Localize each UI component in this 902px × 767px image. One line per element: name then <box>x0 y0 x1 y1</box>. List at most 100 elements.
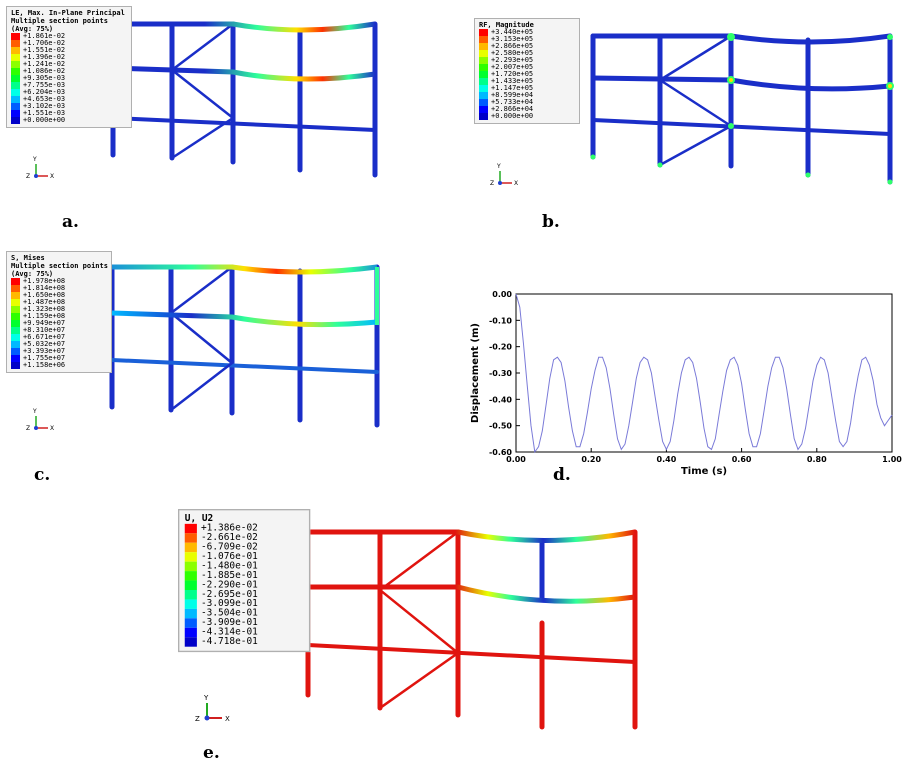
legend-swatch <box>184 523 197 534</box>
legend-swatch <box>11 68 20 75</box>
legend-rows: +1.386e-02 -2.661e-02 -6.709e-02 -1.076e-01… <box>184 522 304 647</box>
legend-level-row: +5.733e+04 <box>479 99 575 106</box>
legend-level-row: -3.504e-01 <box>184 607 304 619</box>
legend-title-line: LE, Max. In-Plane Principal <box>11 9 125 17</box>
legend-level-value: +3.153e+05 <box>491 35 534 43</box>
legend-level-row: +1.158e+06 <box>11 362 107 369</box>
legend-level-value: +0.000e+00 <box>491 112 534 120</box>
legend-swatch <box>479 78 488 85</box>
legend-swatch <box>479 106 488 113</box>
legend-level-value: +0.000e+00 <box>23 116 66 124</box>
legend-level-value: +1.323e+08 <box>23 305 66 313</box>
panel-b: RF, Magnitude +3.440e+05 +3.153e+05 +2.866… <box>460 0 902 240</box>
legend-level-value: +2.007e+05 <box>491 63 534 71</box>
legend-level-row: -6.709e-02 <box>184 542 304 553</box>
legend-swatch <box>11 75 20 82</box>
x-tick-label: 0.20 <box>581 455 601 464</box>
legend-level-value: +9.305e-03 <box>23 74 66 82</box>
x-tick-label: 0.80 <box>807 455 827 464</box>
legend-level-row: +2.866e+05 <box>479 43 575 50</box>
panel-e: U, U2 +1.386e-02 -2.661e-02 -6.709e-02 -1.0… <box>170 505 670 767</box>
legend-level-row: +3.102e-03 <box>11 103 127 110</box>
legend-swatch <box>11 40 20 47</box>
legend-swatch <box>11 117 20 124</box>
legend-level-row: +8.599e+04 <box>479 92 575 99</box>
legend-level-value: -3.909e-01 <box>200 617 258 628</box>
panel-c: S, Mises Multiple section points (Avg: 7… <box>0 245 420 495</box>
legend-level-value: -1.885e-01 <box>200 569 258 581</box>
legend-level-value: +9.949e+07 <box>23 319 66 327</box>
legend-level-value: +3.440e+05 <box>491 28 534 36</box>
legend-level-row: -1.480e-01 <box>184 561 304 572</box>
legend-level-value: +1.551e-03 <box>23 109 66 117</box>
legend-level-value: +1.386e-02 <box>200 522 258 534</box>
legend-swatch <box>184 590 197 600</box>
legend-level-row: -1.885e-01 <box>184 569 304 581</box>
axis-z-label: Z <box>26 425 31 432</box>
legend-level-value: +2.866e+04 <box>491 105 534 113</box>
caption-c: c. <box>34 465 51 485</box>
legend-c: S, Mises Multiple section points (Avg: 7… <box>6 251 112 373</box>
caption-e: e. <box>203 743 220 763</box>
legend-level-row: +1.086e-02 <box>11 68 127 75</box>
y-tick-label: -0.10 <box>489 316 512 325</box>
legend-level-value: -3.099e-01 <box>200 598 258 609</box>
legend-swatch <box>184 533 197 543</box>
legend-a: LE, Max. In-Plane Principal Multiple sec… <box>6 6 132 128</box>
legend-swatch <box>184 542 197 553</box>
legend-level-value: +1.241e-02 <box>23 60 66 68</box>
axis-triad: Y Z X <box>26 408 58 434</box>
axis-x-label: X <box>50 173 55 180</box>
legend-swatch <box>479 99 488 106</box>
caption-b: b. <box>542 212 560 232</box>
legend-swatch <box>11 285 20 292</box>
legend-level-row: +1.147e+05 <box>479 85 575 92</box>
frame-model-a <box>110 21 378 178</box>
legend-level-value: +1.159e+08 <box>23 312 66 320</box>
legend-swatch <box>11 292 20 299</box>
y-axis-label: Displacement (m) <box>470 323 481 423</box>
legend-swatch <box>11 54 20 61</box>
legend-swatch <box>184 627 197 638</box>
panel-a: LE, Max. In-Plane Principal Multiple sec… <box>0 0 420 240</box>
legend-level-value: -3.504e-01 <box>200 607 258 619</box>
legend-swatch <box>184 561 197 572</box>
legend-swatch <box>184 608 197 619</box>
legend-level-row: +2.293e+05 <box>479 57 575 64</box>
legend-level-value: +1.158e+06 <box>23 361 66 369</box>
legend-swatch <box>11 327 20 334</box>
legend-swatch <box>479 29 488 36</box>
legend-level-row: -2.661e-02 <box>184 533 304 543</box>
legend-level-value: +5.032e+07 <box>23 340 66 348</box>
legend-title-line: Multiple section points <box>11 262 108 270</box>
legend-level-row: +3.393e+07 <box>11 348 107 355</box>
axis-y-label: Y <box>33 408 37 415</box>
legend-swatch <box>11 47 20 54</box>
legend-swatch <box>479 36 488 43</box>
legend-level-row: +6.204e-03 <box>11 89 127 96</box>
legend-level-value: +1.861e-02 <box>23 32 66 40</box>
axis-z-label: Z <box>490 180 495 187</box>
legend-swatch <box>11 96 20 103</box>
legend-level-row: +9.305e-03 <box>11 75 127 82</box>
legend-title-line: (Avg: 75%) <box>11 270 54 278</box>
legend-level-row: +8.310e+07 <box>11 327 107 334</box>
legend-level-value: +1.086e-02 <box>23 67 66 75</box>
legend-level-row: -2.695e-01 <box>184 588 304 600</box>
legend-level-row: +5.032e+07 <box>11 341 107 348</box>
legend-level-value: +6.671e+07 <box>23 333 66 341</box>
y-tick-label: -0.30 <box>489 369 512 378</box>
legend-level-row: +3.153e+05 <box>479 36 575 43</box>
displacement-chart: 0.00-0.10-0.20-0.30-0.40-0.50-0.600.00 0.… <box>470 290 902 477</box>
legend-level-value: +6.204e-03 <box>23 88 66 96</box>
legend-e: U, U2 +1.386e-02 -2.661e-02 -6.709e-02 -1.0… <box>178 509 311 653</box>
legend-title-line: RF, Magnitude <box>479 21 534 29</box>
legend-level-row: -4.718e-01 <box>184 637 304 647</box>
legend-level-value: +3.393e+07 <box>23 347 66 355</box>
legend-level-value: -2.695e-01 <box>200 588 258 600</box>
legend-swatch <box>184 637 197 647</box>
legend-level-row: +1.433e+05 <box>479 78 575 85</box>
legend-swatch <box>11 278 20 285</box>
legend-swatch <box>11 110 20 117</box>
legend-level-row: +0.000e+00 <box>479 113 575 120</box>
